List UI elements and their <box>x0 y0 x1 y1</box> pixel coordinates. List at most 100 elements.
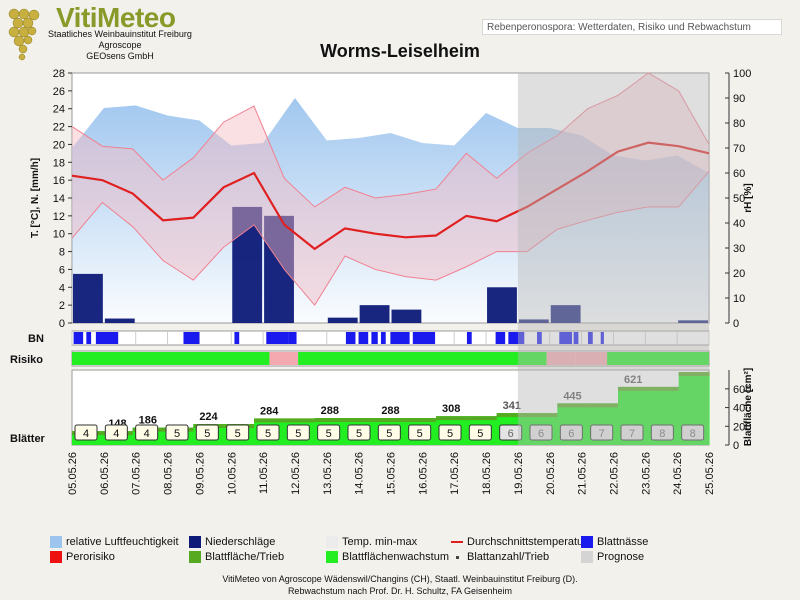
right-axis-tick-label: 40 <box>733 218 745 230</box>
leaf-count-label: 5 <box>204 428 210 440</box>
risk-segment <box>575 352 608 365</box>
right-axis-tick-label: 20 <box>733 268 745 280</box>
leaf-area-bar <box>618 386 649 391</box>
leaf-count-box <box>104 424 128 441</box>
leaf-count-label: 5 <box>295 428 301 440</box>
leaf-count-box <box>377 424 401 441</box>
temp-min-line <box>71 170 710 306</box>
leaf-wetness-bar <box>537 332 542 344</box>
legend-swatch <box>326 536 338 548</box>
date-tick-label: 06.05.26 <box>99 452 111 495</box>
leaf-area-bar <box>466 416 498 421</box>
chart-title: Worms-Leiselheim <box>320 41 480 61</box>
legend-label: Blattfläche/Trieb <box>205 551 285 563</box>
subject-label: Rebenperonospora: Wetterdaten, Risiko un… <box>482 19 782 35</box>
legend-label: Durchschnittstemperatur <box>467 536 587 548</box>
date-tick-label: 10.05.26 <box>226 452 238 495</box>
legend-label: Niederschläge <box>205 536 276 548</box>
leaf-count-box <box>195 424 219 441</box>
date-tick-label: 09.05.26 <box>194 452 206 495</box>
legend-swatch <box>50 551 62 563</box>
precip-bar <box>232 206 263 323</box>
risk-label: Risiko <box>10 354 43 366</box>
leaf-count-label: 8 <box>690 428 696 440</box>
leaf-axis-tick-label: 200 <box>733 421 751 433</box>
precip-bar <box>550 305 581 323</box>
precip-bar <box>104 318 135 323</box>
leaf-count-box <box>347 424 371 441</box>
leaf-wetness-bar <box>288 332 297 344</box>
left-axis-tick-label: 26 <box>53 86 65 98</box>
leaf-count-label: 4 <box>83 428 89 440</box>
leaf-area-bar <box>375 418 407 423</box>
leaf-wetness-bar <box>600 332 604 344</box>
leaf-wetness-bar <box>559 332 573 344</box>
leaf-count-label: 5 <box>265 428 271 440</box>
leaf-area-bar <box>496 413 528 418</box>
leaf-wetness-bar <box>412 332 436 344</box>
left-axis-tick-label: 20 <box>53 139 65 151</box>
leaf-count-box <box>499 424 523 441</box>
leaf-count-label: 7 <box>599 428 605 440</box>
grape-icon <box>8 8 40 61</box>
leaf-count-label: 5 <box>417 428 423 440</box>
leaf-count-label: 4 <box>144 428 150 440</box>
leaf-wetness-bar <box>183 332 200 344</box>
leaf-area-label: 445 <box>563 390 581 402</box>
leaf-wetness-bar <box>345 332 356 344</box>
legend-swatch <box>451 541 463 543</box>
risk-segment <box>298 352 547 365</box>
leaf-wetness-bar <box>358 332 369 344</box>
date-tick-label: 25.05.26 <box>704 452 716 495</box>
right-axis-tick-label: 100 <box>733 68 751 80</box>
date-tick-label: 24.05.26 <box>672 452 684 495</box>
date-tick-label: 05.05.26 <box>67 452 79 495</box>
legend-swatch <box>189 551 201 563</box>
precip-bar <box>264 215 294 323</box>
leaf-axis-tick-label: 0 <box>733 440 739 452</box>
right-axis-tick-label: 30 <box>733 243 745 255</box>
left-axis-tick-label: 22 <box>53 122 65 134</box>
leaf-area-label: 621 <box>624 374 642 386</box>
leaf-area-bar <box>314 418 346 423</box>
right-axis-tick-label: 50 <box>733 193 745 205</box>
date-tick-label: 13.05.26 <box>322 452 334 495</box>
leaf-count-label: 5 <box>235 428 241 440</box>
leaf-count-label: 5 <box>386 428 392 440</box>
risk-segment <box>546 352 576 365</box>
footer-line-1: VitiMeteo von Agroscope Wädenswil/Changi… <box>222 574 578 584</box>
left-axis-tick-label: 24 <box>53 104 65 116</box>
leaf-count-box <box>620 424 644 441</box>
leaf-count-box <box>317 424 341 441</box>
precip-bar <box>678 320 708 323</box>
leaf-area-bar <box>284 418 316 423</box>
leaf-area-bar <box>587 403 619 408</box>
leaf-count-box <box>135 424 159 441</box>
left-axis-label: T. [°C], N. [mm/h] <box>30 158 41 238</box>
leaf-count-label: 6 <box>508 428 514 440</box>
precip-bar <box>359 305 390 323</box>
leaf-count-box <box>590 424 614 441</box>
precip-bar <box>327 317 358 323</box>
right-axis-tick-label: 10 <box>733 293 745 305</box>
leaf-area-bar <box>345 418 376 423</box>
leaf-count-box <box>559 424 583 441</box>
leaf-wetness-bar <box>380 332 386 344</box>
date-tick-label: 12.05.26 <box>290 452 302 495</box>
leaf-area-label: 341 <box>503 400 521 412</box>
leaf-area-label: 224 <box>199 411 218 423</box>
leaf-wetness-bar <box>587 332 593 344</box>
right-axis-tick-label: 0 <box>733 318 739 330</box>
date-tick-label: 16.05.26 <box>417 452 429 495</box>
leaves-label: Blätter <box>10 433 46 445</box>
leaf-area-bar <box>405 418 437 423</box>
leaf-axis-tick-label: 400 <box>733 403 751 415</box>
leaf-area-bar <box>527 413 558 418</box>
leaf-wetness-label: BN <box>28 333 44 345</box>
date-tick-label: 18.05.26 <box>481 452 493 495</box>
left-axis-tick-label: 18 <box>53 157 65 169</box>
legend-label: Perorisiko <box>66 551 115 563</box>
leaf-wetness-bar <box>466 332 472 344</box>
date-tick-label: 17.05.26 <box>449 452 461 495</box>
precip-bar <box>518 319 549 323</box>
